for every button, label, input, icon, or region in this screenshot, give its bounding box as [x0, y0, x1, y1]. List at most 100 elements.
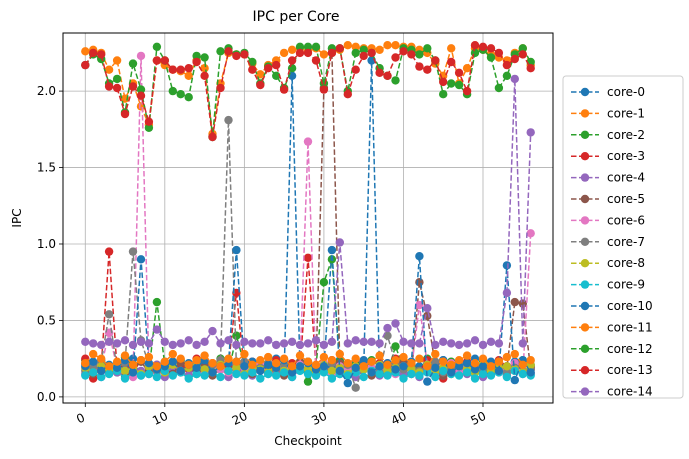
data-point	[359, 362, 368, 371]
data-point	[184, 71, 193, 81]
data-point	[104, 337, 114, 346]
data-point	[526, 128, 535, 137]
data-point	[240, 362, 249, 371]
chart-title: IPC per Core	[253, 9, 340, 25]
data-point	[415, 371, 424, 380]
legend-entry: core-0	[571, 85, 645, 99]
legend-entry: core-8	[571, 256, 645, 270]
data-point	[112, 339, 122, 348]
data-point	[391, 356, 400, 365]
data-point	[240, 337, 249, 346]
data-point	[152, 372, 162, 382]
data-point	[454, 362, 464, 371]
data-point	[144, 117, 154, 126]
data-point	[447, 57, 456, 67]
data-point	[439, 90, 448, 99]
legend-entry: core-2	[571, 128, 645, 142]
data-point	[319, 340, 329, 350]
data-point	[279, 48, 289, 58]
x-axis-label: Checkpoint	[274, 434, 342, 448]
data-point	[423, 377, 432, 386]
data-point	[510, 375, 519, 385]
data-point	[494, 83, 504, 93]
data-point	[375, 351, 384, 360]
data-point	[200, 71, 209, 81]
legend-entry: core-4	[571, 171, 645, 185]
legend: core-0 core-1 core-2 core-3 core-4 core-5 core…	[562, 75, 684, 399]
data-point	[478, 340, 488, 350]
data-point	[518, 360, 527, 369]
series-core-11	[81, 349, 535, 371]
data-point	[295, 42, 305, 51]
data-point	[184, 63, 193, 73]
data-point	[462, 351, 472, 360]
data-point	[208, 359, 217, 368]
legend-marker	[580, 130, 590, 139]
data-point	[240, 371, 249, 380]
data-point	[208, 326, 217, 336]
data-point	[383, 371, 392, 380]
data-point	[200, 63, 209, 73]
data-point	[335, 238, 344, 247]
data-point	[383, 360, 392, 369]
data-point	[136, 255, 146, 264]
legend-marker	[580, 301, 590, 311]
data-point	[431, 372, 440, 382]
data-point	[128, 368, 138, 377]
data-point	[367, 368, 376, 377]
data-point	[168, 86, 177, 96]
data-point	[303, 369, 313, 379]
data-point	[176, 354, 185, 363]
x-tick-label: 50	[468, 409, 488, 428]
data-point	[264, 352, 273, 362]
data-point	[303, 357, 313, 366]
legend-label: core-10	[607, 299, 653, 313]
data-point	[462, 359, 472, 368]
data-point	[279, 368, 289, 377]
legend-label: core-6	[607, 213, 645, 227]
data-point	[136, 51, 146, 61]
data-point	[518, 339, 527, 348]
data-point	[335, 366, 344, 376]
data-point	[256, 356, 265, 365]
legend-entry: core-1	[571, 106, 645, 120]
data-point	[89, 357, 98, 366]
data-point	[97, 340, 106, 350]
data-point	[399, 362, 408, 371]
x-tick-label: 10	[150, 409, 170, 428]
data-point	[287, 56, 297, 65]
data-point	[89, 368, 98, 377]
data-point	[176, 339, 185, 348]
data-point	[375, 68, 384, 78]
data-point	[256, 366, 265, 376]
data-point	[415, 300, 424, 310]
x-tick-label: 40	[389, 409, 409, 428]
data-point	[462, 339, 472, 348]
data-point	[415, 354, 424, 363]
data-point	[232, 357, 241, 366]
data-point	[343, 339, 352, 348]
data-point	[462, 368, 472, 377]
data-point	[287, 362, 297, 371]
data-point	[200, 351, 209, 360]
data-point	[192, 57, 201, 67]
data-point	[391, 53, 400, 62]
legend-marker	[580, 323, 590, 332]
data-point	[447, 360, 456, 369]
data-point	[439, 77, 448, 87]
data-point	[478, 369, 488, 379]
legend-label: core-1	[607, 106, 645, 120]
data-point	[518, 369, 527, 379]
data-point	[160, 56, 169, 65]
data-point	[478, 362, 488, 371]
legend-entry: core-5	[571, 192, 645, 206]
series-layer	[81, 41, 535, 392]
data-point	[335, 349, 344, 359]
legend-marker	[580, 237, 590, 246]
data-point	[375, 362, 384, 371]
legend-marker	[580, 194, 590, 204]
data-point	[256, 374, 265, 383]
data-point	[104, 65, 114, 74]
data-point	[208, 368, 217, 377]
data-point	[367, 48, 376, 58]
